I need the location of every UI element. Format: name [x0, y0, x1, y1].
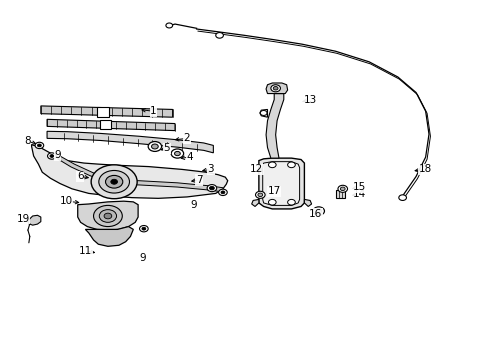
Circle shape [215, 32, 223, 38]
Circle shape [287, 199, 295, 205]
Polygon shape [78, 201, 138, 230]
Circle shape [337, 185, 347, 192]
Text: 19: 19 [17, 214, 30, 224]
Circle shape [287, 162, 295, 168]
Polygon shape [47, 131, 213, 153]
Circle shape [340, 187, 345, 190]
Circle shape [165, 23, 172, 28]
Circle shape [139, 225, 148, 232]
Circle shape [50, 154, 54, 157]
Polygon shape [58, 156, 114, 182]
Text: 13: 13 [304, 95, 317, 104]
Text: 14: 14 [352, 189, 366, 199]
Circle shape [93, 206, 122, 226]
Text: 17: 17 [267, 186, 280, 196]
Polygon shape [41, 106, 172, 117]
Text: 9: 9 [139, 253, 146, 263]
Circle shape [268, 162, 276, 168]
Text: 1: 1 [150, 106, 157, 116]
Polygon shape [335, 190, 345, 198]
Text: 6: 6 [77, 171, 83, 181]
Circle shape [209, 186, 214, 190]
Circle shape [148, 141, 161, 152]
Circle shape [260, 111, 266, 116]
Text: 12: 12 [249, 165, 263, 174]
Circle shape [312, 207, 324, 215]
Text: 3: 3 [207, 165, 214, 174]
Polygon shape [114, 180, 223, 192]
Polygon shape [97, 107, 109, 117]
Circle shape [221, 191, 224, 194]
Polygon shape [47, 119, 175, 131]
Circle shape [111, 179, 117, 184]
Polygon shape [100, 120, 111, 129]
Text: 4: 4 [186, 152, 192, 162]
Circle shape [35, 142, 43, 149]
Circle shape [270, 85, 280, 92]
Circle shape [171, 149, 183, 158]
Circle shape [99, 210, 116, 222]
Text: 9: 9 [54, 150, 61, 160]
Circle shape [38, 144, 41, 147]
Polygon shape [258, 158, 304, 209]
Polygon shape [85, 226, 133, 246]
Circle shape [398, 195, 406, 201]
Circle shape [91, 165, 137, 199]
Circle shape [151, 144, 158, 149]
Circle shape [174, 152, 180, 156]
Text: 9: 9 [190, 200, 197, 210]
Text: 18: 18 [418, 165, 431, 174]
Circle shape [255, 191, 264, 198]
Polygon shape [262, 162, 299, 206]
Polygon shape [31, 145, 227, 198]
Text: 2: 2 [183, 133, 190, 143]
Text: 8: 8 [24, 136, 31, 146]
Polygon shape [265, 94, 283, 158]
Circle shape [99, 171, 129, 193]
Polygon shape [265, 83, 287, 94]
Circle shape [257, 193, 262, 197]
Polygon shape [28, 215, 41, 225]
Circle shape [273, 86, 278, 90]
Text: 16: 16 [308, 208, 322, 219]
Text: 11: 11 [79, 246, 92, 256]
Circle shape [315, 209, 321, 213]
Text: 5: 5 [163, 143, 170, 153]
Circle shape [142, 227, 145, 230]
Text: 10: 10 [60, 196, 73, 206]
Circle shape [218, 189, 227, 195]
Circle shape [105, 175, 122, 188]
Polygon shape [251, 199, 258, 207]
Text: 15: 15 [352, 182, 366, 192]
Polygon shape [259, 109, 267, 117]
Circle shape [207, 185, 216, 192]
Circle shape [104, 213, 112, 219]
Polygon shape [304, 199, 311, 207]
Circle shape [47, 153, 56, 159]
Circle shape [268, 199, 276, 205]
Text: 7: 7 [195, 175, 202, 185]
